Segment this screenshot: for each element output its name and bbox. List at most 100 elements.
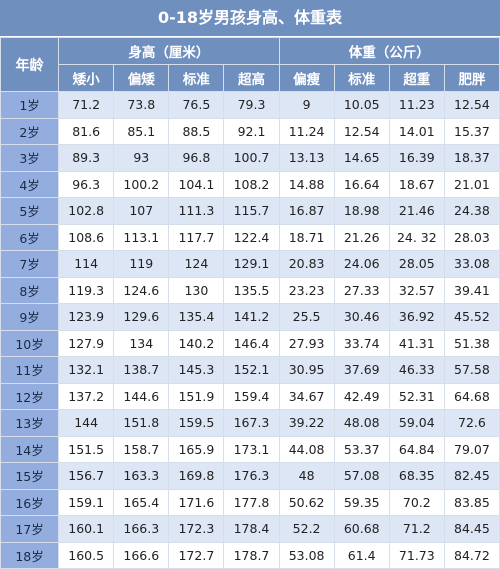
- table-row: 17岁 160.1 166.3 172.3 178.4 52.2 60.68 71.2 84.4…: [0, 515, 500, 543]
- weight-cell: 52.2: [278, 515, 335, 543]
- height-cell: 163.3: [113, 462, 170, 490]
- weight-cell: 16.87: [278, 197, 335, 225]
- weight-cell: 24.06: [333, 250, 390, 278]
- weight-cell: 33.74: [333, 329, 390, 357]
- table-row: 9岁 123.9 129.6 135.4 141.2 25.5 30.46 36.92 45.5…: [0, 303, 500, 331]
- weight-cell: 32.57: [388, 276, 445, 304]
- height-cell: 111.3: [168, 197, 225, 225]
- weight-cell: 10.05: [333, 91, 390, 119]
- weight-cell: 14.01: [388, 117, 445, 145]
- weight-cell: 18.67: [388, 170, 445, 198]
- height-cell: 92.1: [223, 117, 280, 145]
- height-cell: 85.1: [113, 117, 170, 145]
- height-cell: 107: [113, 197, 170, 225]
- age-cell: 4岁: [0, 170, 60, 198]
- weight-group-header: 体重（公斤）: [278, 37, 500, 65]
- weight-cell: 30.95: [278, 356, 335, 384]
- height-cell: 177.8: [223, 488, 280, 516]
- weight-cell: 23.23: [278, 276, 335, 304]
- weight-cell: 44.08: [278, 435, 335, 463]
- table-row: 8岁 119.3 124.6 130 135.5 23.23 27.33 32.57 39.41: [0, 276, 500, 304]
- weight-cell: 27.93: [278, 329, 335, 357]
- age-cell: 8岁: [0, 276, 60, 304]
- weight-cell: 83.85: [443, 488, 500, 516]
- weight-cell: 12.54: [333, 117, 390, 145]
- weight-cell: 9: [278, 91, 335, 119]
- height-cell: 81.6: [58, 117, 115, 145]
- age-cell: 3岁: [0, 144, 60, 172]
- height-cell: 100.2: [113, 170, 170, 198]
- height-cell: 166.3: [113, 515, 170, 543]
- height-cell: 151.8: [113, 409, 170, 437]
- height-cell: 124.6: [113, 276, 170, 304]
- weight-cell: 53.37: [333, 435, 390, 463]
- height-cell: 117.7: [168, 223, 225, 251]
- weight-cell: 71.2: [388, 515, 445, 543]
- weight-cell: 68.35: [388, 462, 445, 490]
- age-cell: 13岁: [0, 409, 60, 437]
- weight-cell: 18.71: [278, 223, 335, 251]
- growth-table: 年龄 身高（厘米） 体重（公斤） 矮小 偏矮 标准 超高 偏瘦 标准 超重 肥胖…: [0, 37, 500, 569]
- table-row: 15岁 156.7 163.3 169.8 176.3 48 57.08 68.35 82.45: [0, 462, 500, 490]
- weight-cell: 25.5: [278, 303, 335, 331]
- height-cell: 156.7: [58, 462, 115, 490]
- weight-col-header: 标准: [333, 64, 390, 92]
- table-row: 14岁 151.5 158.7 165.9 173.1 44.08 53.37 64.84 79…: [0, 435, 500, 463]
- height-cell: 137.2: [58, 382, 115, 410]
- height-cell: 115.7: [223, 197, 280, 225]
- weight-cell: 36.92: [388, 303, 445, 331]
- weight-cell: 39.22: [278, 409, 335, 437]
- height-cell: 130: [168, 276, 225, 304]
- height-cell: 138.7: [113, 356, 170, 384]
- height-cell: 166.6: [113, 541, 170, 569]
- table-row: 16岁 159.1 165.4 171.6 177.8 50.62 59.35 70.2 83.…: [0, 488, 500, 516]
- weight-cell: 61.4: [333, 541, 390, 569]
- table-row: 3岁 89.3 93 96.8 100.7 13.13 14.65 16.39 18.37: [0, 144, 500, 172]
- height-col-header: 偏矮: [113, 64, 170, 92]
- height-cell: 140.2: [168, 329, 225, 357]
- weight-cell: 48: [278, 462, 335, 490]
- height-cell: 119: [113, 250, 170, 278]
- weight-cell: 52.31: [388, 382, 445, 410]
- weight-cell: 71.73: [388, 541, 445, 569]
- height-cell: 151.9: [168, 382, 225, 410]
- weight-cell: 20.83: [278, 250, 335, 278]
- age-cell: 16岁: [0, 488, 60, 516]
- weight-cell: 18.37: [443, 144, 500, 172]
- height-cell: 159.4: [223, 382, 280, 410]
- weight-col-header: 超重: [388, 64, 445, 92]
- weight-cell: 14.88: [278, 170, 335, 198]
- weight-cell: 79.07: [443, 435, 500, 463]
- weight-cell: 64.68: [443, 382, 500, 410]
- weight-cell: 11.23: [388, 91, 445, 119]
- table-row: 7岁 114 119 124 129.1 20.83 24.06 28.05 33.08: [0, 250, 500, 278]
- height-cell: 76.5: [168, 91, 225, 119]
- height-cell: 135.4: [168, 303, 225, 331]
- height-cell: 73.8: [113, 91, 170, 119]
- age-cell: 6岁: [0, 223, 60, 251]
- age-cell: 7岁: [0, 250, 60, 278]
- weight-cell: 21.01: [443, 170, 500, 198]
- height-col-header: 超高: [223, 64, 280, 92]
- table-row: 2岁 81.6 85.1 88.5 92.1 11.24 12.54 14.01 15.37: [0, 117, 500, 145]
- height-col-header: 标准: [168, 64, 225, 92]
- weight-cell: 34.67: [278, 382, 335, 410]
- weight-cell: 33.08: [443, 250, 500, 278]
- weight-col-header: 肥胖: [443, 64, 500, 92]
- height-cell: 172.3: [168, 515, 225, 543]
- height-cell: 127.9: [58, 329, 115, 357]
- weight-cell: 13.13: [278, 144, 335, 172]
- height-cell: 160.5: [58, 541, 115, 569]
- age-cell: 10岁: [0, 329, 60, 357]
- height-cell: 132.1: [58, 356, 115, 384]
- height-cell: 129.6: [113, 303, 170, 331]
- weight-cell: 60.68: [333, 515, 390, 543]
- age-cell: 17岁: [0, 515, 60, 543]
- table-body: 1岁 71.2 73.8 76.5 79.3 9 10.05 11.23 12.54 2岁 81.6…: [0, 91, 500, 569]
- height-cell: 104.1: [168, 170, 225, 198]
- height-cell: 146.4: [223, 329, 280, 357]
- weight-cell: 64.84: [388, 435, 445, 463]
- age-cell: 2岁: [0, 117, 60, 145]
- weight-cell: 82.45: [443, 462, 500, 490]
- age-cell: 12岁: [0, 382, 60, 410]
